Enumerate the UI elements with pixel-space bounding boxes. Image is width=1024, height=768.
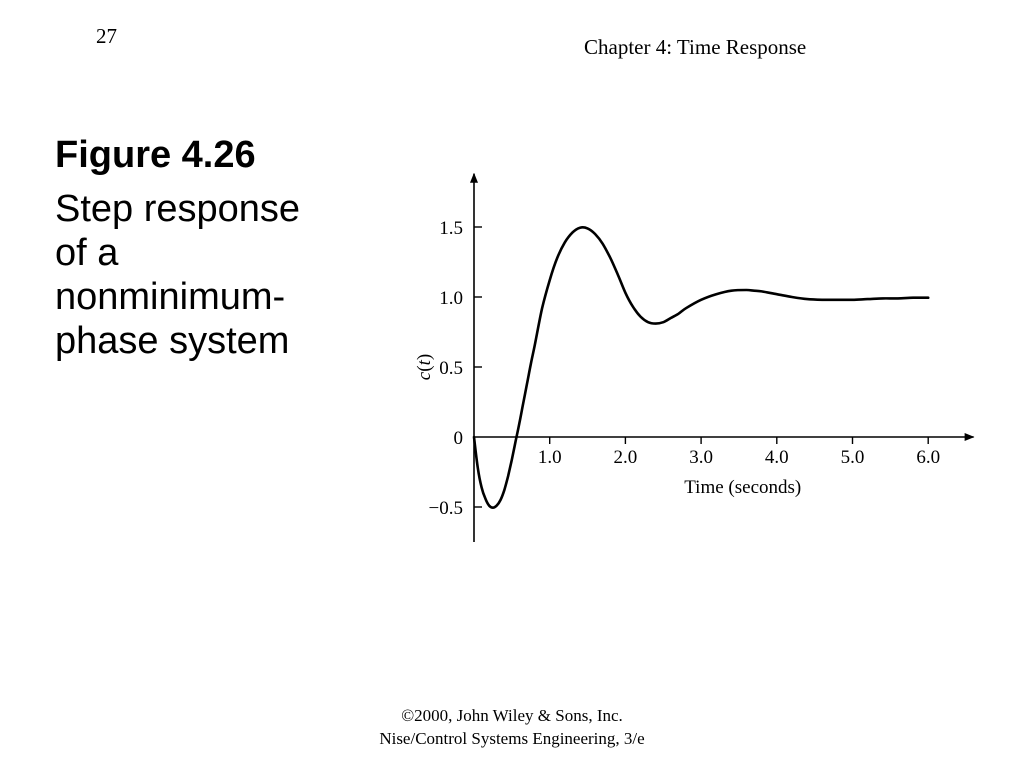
y-tick-label: −0.5: [429, 498, 463, 519]
figure-caption-line: Step response: [55, 188, 301, 230]
x-ticks: 1.0 2.0 3.0 4.0 5.0 6.0: [538, 437, 940, 468]
x-tick-label: 1.0: [538, 447, 562, 468]
y-tick-label: 1.5: [439, 218, 463, 239]
y-ticks: −0.5 0 0.5 1.0 1.5: [429, 218, 482, 519]
x-tick-label: 3.0: [689, 447, 713, 468]
figure-label: Figure 4.26: [55, 134, 256, 176]
y-tick-label: 0: [454, 428, 464, 449]
page-number: 27: [96, 24, 117, 48]
figure-caption-line: phase system: [55, 320, 290, 362]
figure-caption: Step response of a nonminimum- phase sys…: [55, 187, 375, 363]
copyright-line: ©2000, John Wiley & Sons, Inc.: [401, 706, 623, 725]
x-tick-label: 4.0: [765, 447, 789, 468]
y-axis-label: c(t): [414, 354, 435, 380]
chapter-title: Chapter 4: Time Response: [584, 35, 807, 59]
x-tick-label: 2.0: [614, 447, 638, 468]
x-axis-label: Time (seconds): [684, 477, 801, 498]
copyright-footer: ©2000, John Wiley & Sons, Inc. Nise/Cont…: [0, 704, 1024, 750]
x-tick-label: 5.0: [841, 447, 865, 468]
y-tick-label: 1.0: [439, 288, 463, 309]
figure-caption-line: of a: [55, 232, 119, 274]
figure-caption-line: nonminimum-: [55, 276, 286, 318]
textbook-citation: Nise/Control Systems Engineering, 3/e: [379, 729, 645, 748]
x-tick-label: 6.0: [916, 447, 940, 468]
y-tick-label: 0.5: [439, 358, 463, 379]
series-layer: [472, 226, 930, 509]
series-line: [472, 226, 930, 509]
